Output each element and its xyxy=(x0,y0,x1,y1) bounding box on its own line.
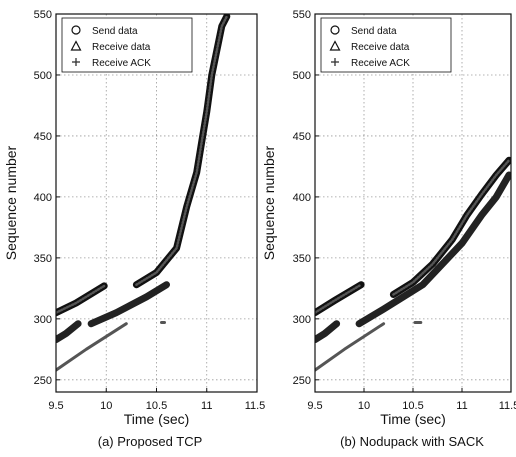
chart1-axes-box xyxy=(55,13,258,393)
chart1-xtick-label: 10 xyxy=(100,400,112,412)
chart2-ytick-label: 300 xyxy=(293,314,311,326)
chart1-ytick-label: 400 xyxy=(34,192,52,204)
chart1-legend-box xyxy=(61,17,193,73)
chart1-xtick-label: 10.5 xyxy=(146,400,167,412)
chart1-ylabel: Sequence number xyxy=(3,145,19,260)
chart2-xtick-label: 10.5 xyxy=(402,400,423,412)
chart1-series-triangle-segment xyxy=(56,320,82,344)
chart2-series-circle-texture xyxy=(392,159,511,296)
chart2-ytick-label: 500 xyxy=(293,70,311,82)
chart1-ytick-label: 450 xyxy=(34,131,52,143)
chart1-series-circle-texture xyxy=(56,284,106,314)
chart2-xtick-label: 9.5 xyxy=(307,400,322,412)
chart2-ytick-label: 350 xyxy=(293,253,311,265)
chart2-xlabel: Time (sec) xyxy=(380,411,446,427)
chart1-legend-label: Receive data xyxy=(92,42,151,53)
chart1-legend-triangle-icon xyxy=(70,40,82,51)
chart1-xlabel: Time (sec) xyxy=(124,411,190,427)
chart2-panel: 250 300 350 400 450 500 550 9.5 10 10.5 11 11.5 Send… xyxy=(261,9,516,449)
chart1-legend-circle-icon xyxy=(71,25,81,35)
chart2-ytick-label: 400 xyxy=(293,192,311,204)
chart1-xtick-label: 11 xyxy=(201,400,212,412)
chart1-series-group xyxy=(56,14,231,372)
chart2-legend-box xyxy=(320,17,452,73)
chart2-ylabel: Sequence number xyxy=(261,145,277,260)
chart1-panel: 250 300 350 400 450 500 550 9.5 10 10.5 11 11.5 Send… xyxy=(3,9,265,449)
chart1-series-triangle-segment xyxy=(87,281,170,328)
chart2-series-plus-segment xyxy=(315,322,386,372)
chart2-legend-triangle-icon xyxy=(329,40,341,51)
chart1-ytick-label: 300 xyxy=(34,314,52,326)
chart2-legend-label: Receive ACK xyxy=(351,58,410,69)
chart2-ytick-label: 250 xyxy=(293,375,311,387)
chart1-ytick-label: 250 xyxy=(34,375,52,387)
chart2-caption: (b) Nodupack with SACK xyxy=(340,434,484,449)
chart1-legend-label: Send data xyxy=(92,26,138,37)
chart2-series-group xyxy=(315,156,511,372)
chart1-series-circle-texture xyxy=(135,15,229,286)
chart2-legend-circle-icon xyxy=(330,25,340,35)
chart1-series-plus-segment xyxy=(56,322,128,372)
chart2-ytick-label: 450 xyxy=(293,131,311,143)
chart2-legend-label: Receive data xyxy=(351,42,410,53)
chart2-ytick-label: 550 xyxy=(293,9,311,21)
chart1-caption: (a) Proposed TCP xyxy=(98,434,203,449)
chart1-ytick-label: 500 xyxy=(34,70,52,82)
chart2-series-triangle-segment xyxy=(355,171,511,328)
chart2-xtick-label: 11 xyxy=(456,400,467,412)
chart1-xtick-label: 11.5 xyxy=(245,400,266,412)
chart1-legend-label: Receive ACK xyxy=(92,58,151,69)
chart2-legend-label: Send data xyxy=(351,26,397,37)
chart1-xtick-label: 9.5 xyxy=(48,400,63,412)
chart2-axes-box xyxy=(314,13,512,393)
chart2-series-circle-texture xyxy=(315,283,363,314)
chart2-xtick-label: 10 xyxy=(358,400,370,412)
chart2-xtick-label: 11.5 xyxy=(499,400,516,412)
chart1-ytick-label: 550 xyxy=(34,9,52,21)
chart2-series-triangle-segment xyxy=(315,320,341,344)
chart1-ytick-label: 350 xyxy=(34,253,52,265)
